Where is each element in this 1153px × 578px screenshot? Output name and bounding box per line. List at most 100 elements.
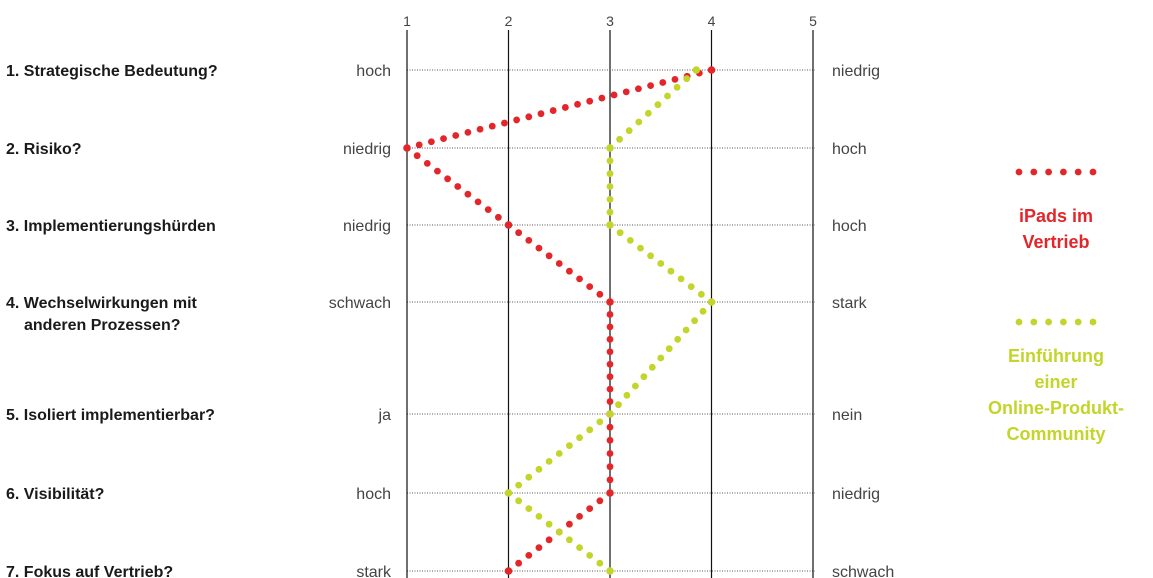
- legend-dot: [1060, 168, 1067, 176]
- series-dot: [667, 267, 675, 275]
- series-dot: [488, 122, 496, 130]
- series-dot: [576, 513, 583, 520]
- series-dot: [535, 544, 543, 551]
- series-dot: [626, 237, 634, 244]
- right-scale-label: niedrig: [832, 486, 880, 503]
- series-dot: [682, 326, 690, 334]
- series-dot: [501, 119, 508, 127]
- series-dot: [586, 283, 594, 290]
- legend-dot: [1045, 318, 1052, 326]
- data-point: [504, 221, 513, 229]
- legend-label: Einführung: [1008, 346, 1104, 366]
- legend-label: Community: [1007, 424, 1106, 444]
- series-dot: [535, 244, 543, 252]
- series-dot: [515, 559, 523, 567]
- legend-label: iPads im: [1019, 206, 1093, 226]
- series-dot: [664, 92, 671, 100]
- series-dot: [545, 458, 553, 465]
- question-label: 4. Wechselwirkungen mit: [6, 295, 198, 312]
- series-dot: [606, 476, 614, 484]
- question-label: 1. Strategische Bedeutung?: [6, 63, 218, 80]
- series-dot: [566, 267, 573, 275]
- series-dot: [635, 118, 643, 126]
- series-dot: [515, 229, 523, 237]
- legend-label: Vertrieb: [1022, 232, 1089, 252]
- question-label: anderen Prozessen?: [24, 317, 181, 334]
- legend-label: einer: [1034, 372, 1077, 392]
- legend-dot: [1089, 168, 1097, 176]
- series-dot: [616, 229, 624, 237]
- series-dot: [625, 127, 633, 135]
- left-scale-label: niedrig: [343, 218, 391, 235]
- tick-label: 2: [505, 13, 513, 29]
- data-point: [692, 66, 701, 74]
- series-dot: [545, 536, 553, 544]
- series-1: [504, 66, 716, 575]
- series-dot: [434, 167, 441, 175]
- left-scale-label: niedrig: [343, 141, 391, 158]
- data-point: [504, 489, 513, 497]
- legend-dot: [1089, 318, 1097, 326]
- legend-dot: [1060, 318, 1067, 326]
- series-dot: [555, 528, 563, 536]
- series-dot: [525, 552, 533, 559]
- series-dot: [598, 94, 606, 102]
- series-dot: [454, 183, 462, 190]
- series-dot: [615, 401, 622, 409]
- series-dot: [476, 125, 484, 133]
- series-dot: [699, 307, 707, 315]
- series-dot: [665, 345, 673, 353]
- series-dot: [549, 107, 557, 114]
- legend-dot: [1074, 168, 1082, 176]
- data-point: [606, 410, 614, 418]
- series-dot: [464, 129, 472, 136]
- series-dot: [616, 135, 623, 143]
- data-point: [606, 221, 614, 229]
- series-dot: [606, 195, 614, 203]
- series-dot: [545, 252, 553, 260]
- series-dot: [606, 348, 614, 356]
- series-dot: [566, 536, 573, 544]
- question-label: 6. Visibilität?: [6, 486, 104, 503]
- series-dot: [647, 252, 654, 260]
- legend-item-0: iPads im Vertrieb: [1015, 168, 1097, 252]
- series-dot: [525, 473, 533, 481]
- question-label: 7. Fokus auf Vertrieb?: [6, 564, 173, 578]
- data-point: [403, 144, 411, 152]
- question-label: 5. Isoliert implementierbar?: [6, 407, 215, 424]
- series-dot: [586, 97, 594, 105]
- series-dot: [452, 132, 460, 139]
- series-dot: [464, 190, 472, 198]
- series-dot: [427, 138, 435, 146]
- series-dot: [606, 335, 614, 343]
- right-scale-label: niedrig: [832, 63, 880, 80]
- legend-dot: [1074, 318, 1082, 326]
- right-scale-label: schwach: [832, 564, 894, 578]
- legend-dot: [1030, 318, 1038, 326]
- series-dot: [525, 505, 533, 512]
- tick-label: 4: [708, 13, 716, 29]
- legend: iPads im Vertrieb Einführung einer Online-Pr…: [988, 168, 1124, 444]
- data-point: [504, 567, 513, 575]
- series-dot: [606, 385, 614, 393]
- data-point: [606, 298, 614, 306]
- series-dot: [535, 465, 543, 473]
- series-dot: [635, 85, 642, 93]
- series-dot: [673, 83, 681, 91]
- legend-dot: [1015, 168, 1023, 176]
- right-scale-label: stark: [832, 295, 868, 312]
- series-dot: [576, 544, 583, 551]
- series-dot: [606, 323, 614, 331]
- tick-label: 5: [809, 13, 817, 29]
- series-dot: [525, 237, 533, 244]
- data-point: [707, 298, 716, 306]
- series-dot: [606, 373, 614, 381]
- left-scale-label: ja: [378, 407, 392, 424]
- series-dot: [644, 109, 652, 117]
- tick-label: 3: [606, 13, 614, 29]
- legend-dot: [1030, 168, 1038, 176]
- series-dot: [494, 213, 502, 221]
- series-dot: [576, 275, 583, 283]
- series-dot: [606, 360, 614, 368]
- series-dot: [555, 450, 563, 457]
